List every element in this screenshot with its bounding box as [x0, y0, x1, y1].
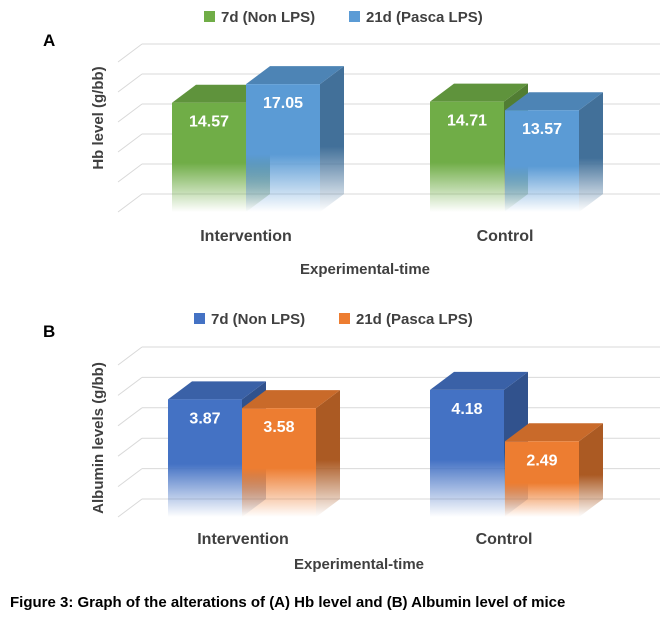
bar-side [579, 423, 603, 517]
bar-top [168, 381, 266, 400]
gridline-diag [117, 193, 143, 213]
data-label: 4.18 [451, 401, 482, 418]
data-label: 2.49 [526, 452, 557, 469]
bar-front [430, 389, 504, 517]
bar-top [505, 92, 603, 111]
data-label: 14.71 [447, 113, 487, 130]
bar-front [168, 399, 242, 517]
gridline-diag [117, 133, 143, 153]
legend-a: 7d (Non LPS) 21d (Pasca LPS) [204, 9, 483, 26]
chart-a: A 7d (Non LPS) 21d (Pasca LPS) 14.57 17.0… [43, 9, 660, 278]
figure-caption: Figure 3: Graph of the alterations of (A… [10, 594, 565, 611]
bar-side [316, 390, 340, 517]
data-label: 17.05 [263, 95, 303, 112]
legend-swatch-7d [204, 11, 215, 22]
legend-label-21d: 21d (Pasca LPS) [356, 311, 473, 328]
panel-label-a: A [43, 31, 55, 50]
data-label: 3.58 [263, 419, 294, 436]
gridline-diag [117, 437, 143, 457]
bar-control-series-1: 13.57 [505, 92, 603, 212]
bar-front [505, 441, 579, 517]
legend-swatch-21d [349, 11, 360, 22]
category-label-intervention: Intervention [200, 228, 292, 245]
bar-top [430, 371, 528, 390]
bars-a: 14.57 17.05 14.71 13.57 [172, 66, 603, 212]
legend-label-7d: 7d (Non LPS) [221, 9, 315, 26]
bar-front [246, 84, 320, 212]
category-label-intervention: Intervention [197, 531, 289, 548]
bar-side [579, 92, 603, 212]
data-label: 3.87 [189, 410, 220, 427]
data-label: 14.57 [189, 114, 229, 131]
panel-label-b: B [43, 322, 55, 341]
legend-swatch-21d [339, 313, 350, 324]
gridline-diag [117, 103, 143, 123]
gridline-diag [117, 498, 143, 518]
bar-intervention-series-1: 17.05 [246, 66, 344, 212]
gridline-diag [117, 73, 143, 93]
y-axis-title-a: Hb level (g/bb) [90, 66, 107, 169]
x-axis-title-a: Experimental-time [300, 261, 430, 278]
bar-intervention-series-1: 3.58 [242, 390, 340, 517]
bar-front [430, 101, 504, 212]
bar-top [430, 83, 528, 102]
legend-label-21d: 21d (Pasca LPS) [366, 9, 483, 26]
category-label-control: Control [476, 531, 533, 548]
gridline-diag [117, 43, 143, 63]
legend-b: 7d (Non LPS) 21d (Pasca LPS) [194, 311, 473, 328]
legend-swatch-7d [194, 313, 205, 324]
bar-control-series-1: 2.49 [505, 423, 603, 517]
bar-front [505, 110, 579, 212]
bar-top [172, 84, 270, 103]
gridline-diag [117, 407, 143, 427]
gridline-diag [117, 346, 143, 366]
gridline-diag [117, 163, 143, 183]
bar-front [172, 102, 246, 212]
category-label-control: Control [477, 228, 534, 245]
gridline-diag [117, 468, 143, 488]
bar-top [242, 390, 340, 409]
bar-side [320, 66, 344, 212]
bars-b: 3.87 3.58 4.18 2.49 [168, 371, 603, 517]
legend-label-7d: 7d (Non LPS) [211, 311, 305, 328]
bar-top [505, 423, 603, 442]
y-axis-title-b: Albumin levels (g/bb) [90, 362, 107, 514]
gridline-diag [117, 376, 143, 396]
data-label: 13.57 [522, 121, 562, 138]
chart-b: B 7d (Non LPS) 21d (Pasca LPS) 3.87 3.58 4… [43, 311, 660, 573]
bar-front [242, 408, 316, 517]
bar-top [246, 66, 344, 85]
x-axis-title-b: Experimental-time [294, 556, 424, 573]
